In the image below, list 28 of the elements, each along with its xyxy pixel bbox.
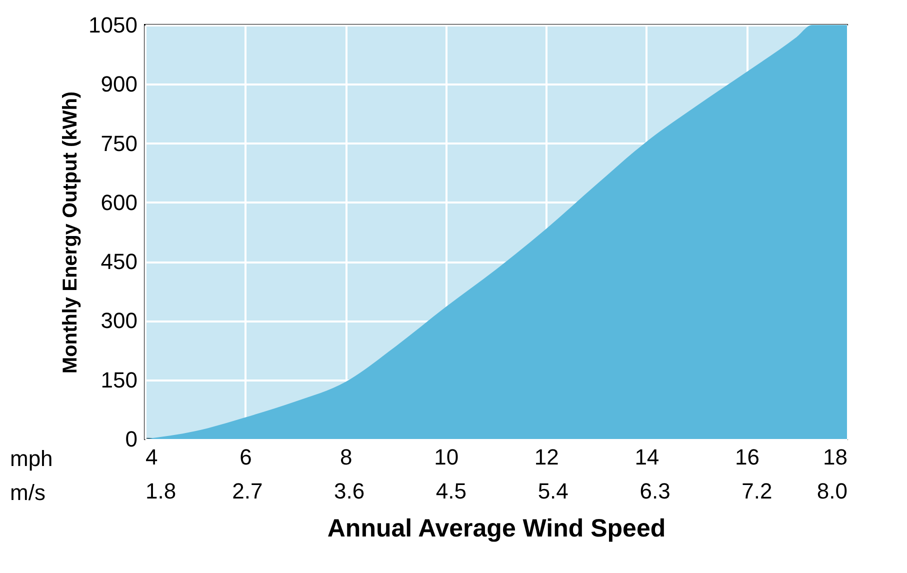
y-tick-label: 0 bbox=[125, 426, 138, 452]
x2-tick-label: 1.8 bbox=[146, 478, 176, 504]
x2-tick-label: 5.4 bbox=[538, 478, 568, 504]
y-tick-label: 750 bbox=[100, 130, 138, 156]
x2-tick-label: 2.7 bbox=[232, 478, 263, 504]
x2-tick-label: 6.3 bbox=[640, 478, 670, 504]
x-tick-label: 18 bbox=[823, 444, 848, 470]
x2-tick-label: 3.6 bbox=[334, 478, 365, 504]
text: m/s bbox=[10, 480, 46, 505]
y-tick-label: 300 bbox=[100, 308, 138, 334]
x-axis-title: Annual Average Wind Speed bbox=[327, 514, 666, 542]
x2-tick-label: 8.0 bbox=[816, 478, 848, 504]
y-axis-title: Monthly Energy Output (kWh) bbox=[60, 91, 82, 374]
x2-tick-label: 7.2 bbox=[742, 478, 772, 504]
x-tick-label: 16 bbox=[734, 444, 760, 470]
x-tick-label: 8 bbox=[340, 444, 352, 470]
x2-tick-label: 4.5 bbox=[436, 478, 467, 504]
y-tick-label: 1050 bbox=[88, 12, 138, 38]
x-tick-label: 14 bbox=[634, 444, 660, 470]
x-tick-label: 12 bbox=[534, 444, 559, 470]
y-tick-label: 150 bbox=[100, 367, 138, 392]
y-tick-label: 900 bbox=[100, 72, 138, 97]
x-tick-label: 4 bbox=[146, 444, 158, 470]
text: mph bbox=[10, 446, 53, 471]
x-tick-label: 10 bbox=[434, 444, 459, 470]
x-tick-label: 6 bbox=[240, 444, 252, 470]
y-tick-label: 600 bbox=[100, 190, 138, 215]
y-tick-label: 450 bbox=[100, 249, 138, 274]
